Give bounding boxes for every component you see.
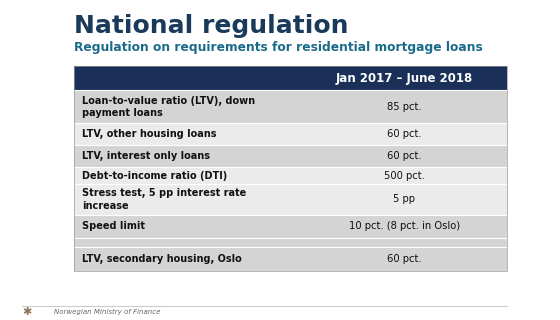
Text: 60 pct.: 60 pct.: [387, 129, 422, 139]
FancyBboxPatch shape: [74, 167, 301, 184]
FancyBboxPatch shape: [74, 247, 301, 271]
Text: 5 pp: 5 pp: [394, 195, 416, 204]
FancyBboxPatch shape: [301, 90, 507, 124]
FancyBboxPatch shape: [301, 145, 507, 167]
FancyBboxPatch shape: [301, 247, 507, 271]
Text: Speed limit: Speed limit: [82, 221, 145, 231]
FancyBboxPatch shape: [301, 167, 507, 184]
FancyBboxPatch shape: [74, 238, 301, 247]
Text: LTV, other housing loans: LTV, other housing loans: [82, 129, 217, 139]
FancyBboxPatch shape: [301, 184, 507, 214]
Text: Regulation on requirements for residential mortgage loans: Regulation on requirements for residenti…: [74, 41, 483, 54]
Text: 60 pct.: 60 pct.: [387, 151, 422, 161]
FancyBboxPatch shape: [74, 145, 301, 167]
Text: Norwegian Ministry of Finance: Norwegian Ministry of Finance: [54, 309, 160, 315]
FancyBboxPatch shape: [301, 238, 507, 247]
Text: LTV, interest only loans: LTV, interest only loans: [82, 151, 210, 161]
FancyBboxPatch shape: [74, 90, 301, 124]
Text: Debt-to-income ratio (DTI): Debt-to-income ratio (DTI): [82, 171, 227, 180]
Text: 10 pct. (8 pct. in Oslo): 10 pct. (8 pct. in Oslo): [349, 221, 460, 231]
Text: 500 pct.: 500 pct.: [384, 171, 425, 180]
Text: ✱: ✱: [23, 307, 32, 317]
FancyBboxPatch shape: [74, 67, 507, 90]
Text: Jan 2017 – June 2018: Jan 2017 – June 2018: [336, 72, 473, 85]
Text: 60 pct.: 60 pct.: [387, 254, 422, 264]
Text: 85 pct.: 85 pct.: [387, 102, 422, 112]
FancyBboxPatch shape: [74, 214, 301, 238]
FancyBboxPatch shape: [301, 124, 507, 145]
FancyBboxPatch shape: [74, 124, 301, 145]
FancyBboxPatch shape: [74, 184, 301, 214]
Text: National regulation: National regulation: [74, 14, 349, 38]
Text: Loan-to-value ratio (LTV), down
payment loans: Loan-to-value ratio (LTV), down payment …: [82, 96, 255, 118]
Text: LTV, secondary housing, Oslo: LTV, secondary housing, Oslo: [82, 254, 242, 264]
FancyBboxPatch shape: [301, 214, 507, 238]
Text: Stress test, 5 pp interest rate
increase: Stress test, 5 pp interest rate increase: [82, 188, 246, 211]
